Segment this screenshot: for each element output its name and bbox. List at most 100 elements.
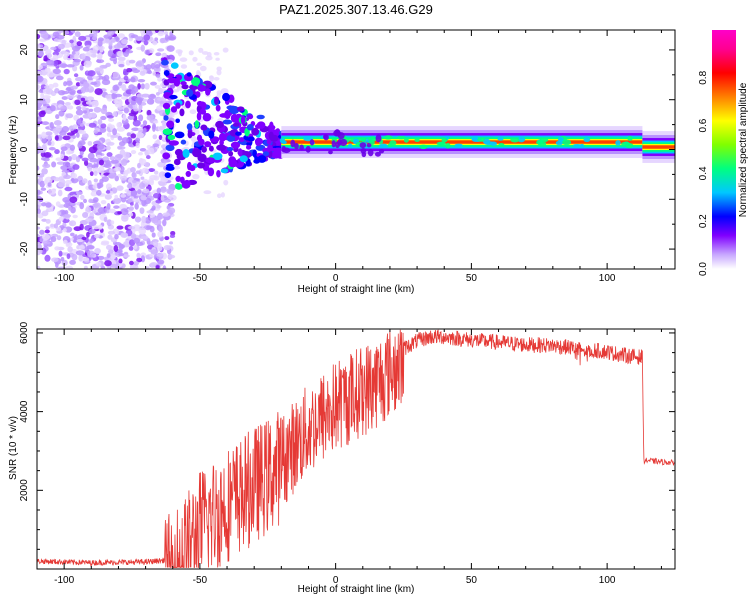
signal-blob [396, 136, 407, 140]
noise-speckle [50, 236, 57, 243]
noise-speckle [168, 34, 177, 41]
y-tick-label: 20 [19, 44, 30, 56]
noise-speckle [51, 161, 57, 168]
noise-speckle [118, 81, 123, 86]
noise-speckle [98, 165, 105, 174]
noise-speckle [143, 39, 149, 46]
noise-speckle [113, 93, 123, 98]
noise-speckle [37, 33, 41, 40]
noise-speckle [121, 137, 129, 144]
noise-speckle [140, 83, 146, 90]
noise-speckle [107, 50, 113, 57]
noise-speckle [65, 265, 74, 269]
signal-blob [237, 148, 243, 157]
noise-speckle [147, 147, 155, 155]
x-tick-label: 100 [599, 273, 616, 284]
noise-speckle [157, 213, 164, 220]
noise-speckle [109, 263, 119, 269]
noise-speckle [196, 62, 203, 66]
noise-speckle [152, 143, 159, 148]
noise-speckle [122, 113, 127, 121]
noise-speckle [107, 249, 114, 254]
signal-blob [163, 115, 169, 121]
noise-speckle [57, 43, 65, 50]
noise-speckle [100, 107, 108, 115]
noise-speckle [128, 245, 134, 251]
noise-speckle [72, 124, 78, 130]
signal-blob [245, 144, 252, 150]
signal-blob [238, 137, 245, 142]
signal-blob [572, 143, 582, 148]
noise-speckle [156, 245, 163, 252]
noise-speckle [85, 206, 92, 213]
noise-speckle [78, 35, 87, 41]
signal-blob [175, 102, 181, 109]
signal-blob [627, 135, 633, 141]
noise-speckle [88, 122, 97, 128]
noise-speckle [69, 91, 76, 96]
noise-speckle [56, 235, 62, 241]
signal-blob [537, 141, 547, 147]
noise-speckle [213, 51, 220, 56]
signal-blob [378, 143, 388, 148]
noise-speckle [97, 39, 103, 47]
signal-blob [557, 136, 564, 143]
signal-blob [166, 120, 175, 129]
noise-speckle [114, 36, 120, 42]
noise-speckle [129, 202, 134, 206]
noise-speckle [73, 58, 82, 63]
noise-speckle [61, 259, 68, 266]
signal-blob [162, 102, 171, 110]
noise-speckle [105, 62, 111, 68]
noise-speckle [92, 203, 99, 208]
noise-speckle [153, 170, 159, 175]
signal-blob [562, 139, 572, 146]
signal-blob [198, 138, 205, 146]
noise-speckle [104, 260, 112, 267]
noise-speckle [158, 109, 166, 117]
noise-speckle [148, 168, 156, 172]
noise-speckle [103, 162, 112, 169]
noise-speckle [49, 122, 54, 129]
noise-speckle [54, 135, 59, 141]
noise-speckle [157, 76, 163, 82]
noise-speckle [108, 168, 117, 174]
noise-speckle [64, 179, 72, 185]
noise-speckle [152, 123, 157, 130]
noise-speckle [69, 196, 78, 203]
noise-speckle [41, 131, 47, 139]
noise-speckle [99, 64, 108, 69]
noise-speckle [110, 159, 119, 164]
noise-speckle [123, 75, 129, 81]
signal-blob [254, 137, 263, 145]
signal-blob [331, 140, 336, 148]
signal-blob [205, 157, 215, 164]
noise-speckle [150, 62, 155, 70]
noise-speckle [120, 208, 129, 216]
noise-speckle [88, 198, 93, 203]
noise-speckle [59, 105, 67, 112]
signal-blob [187, 130, 193, 139]
noise-speckle [73, 238, 78, 243]
signal-blob [199, 108, 207, 115]
noise-speckle [48, 83, 55, 90]
noise-speckle [40, 100, 47, 105]
noise-speckle [117, 33, 125, 39]
signal-blob [230, 113, 239, 123]
signal-blob [290, 139, 296, 148]
signal-blob [207, 167, 215, 177]
noise-speckle [137, 151, 144, 156]
noise-speckle [45, 218, 51, 224]
noise-speckle [83, 265, 88, 269]
noise-speckle [112, 84, 119, 92]
noise-speckle [42, 163, 51, 169]
noise-speckle [135, 132, 144, 139]
noise-speckle [44, 67, 51, 73]
noise-speckle [41, 202, 47, 207]
noise-speckle [46, 59, 55, 66]
noise-speckle [146, 114, 154, 121]
noise-speckle [223, 179, 229, 186]
noise-speckle [94, 233, 100, 239]
noise-speckle [37, 106, 42, 111]
